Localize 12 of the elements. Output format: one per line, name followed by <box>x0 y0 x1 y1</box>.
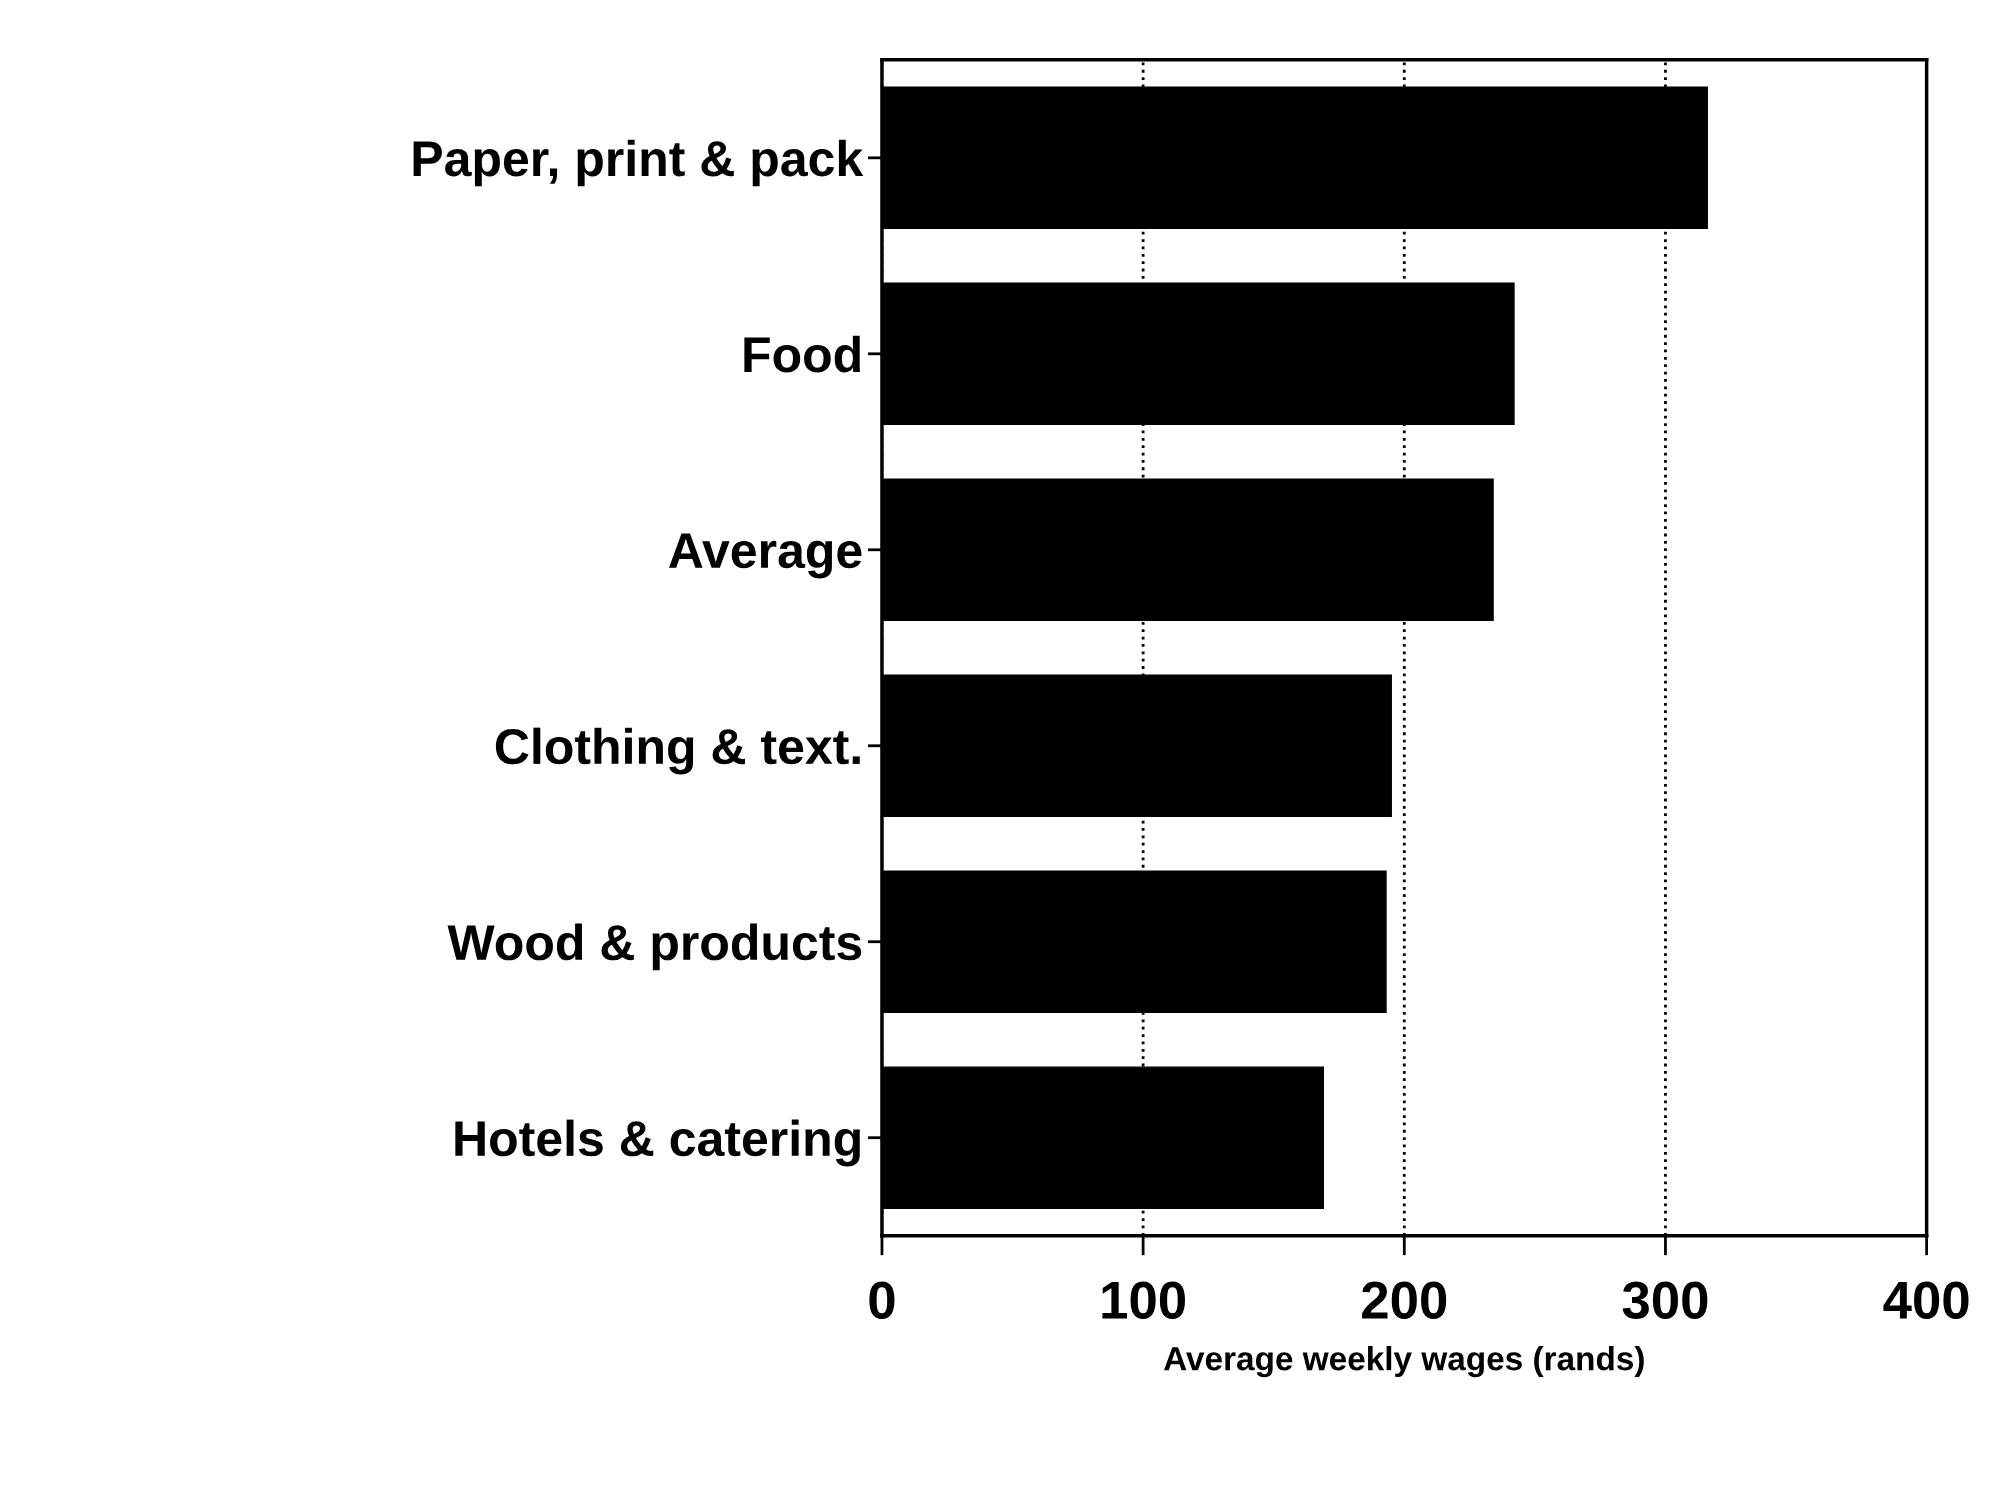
y-tick-label: Wood & products <box>447 923 862 971</box>
y-tick-label: Clothing & text. <box>495 727 860 775</box>
y-tick-label: Hotels & catering <box>455 1119 860 1167</box>
x-axis-title: Average weekly wages (rands) <box>1163 1346 1644 1378</box>
y-tick-label: Food <box>744 335 860 373</box>
x-tick-label: 300 <box>1622 1281 1708 1319</box>
y-tick-label: Average <box>668 533 862 579</box>
x-tick-label: 200 <box>1362 1281 1447 1319</box>
x-tick-label: 400 <box>1883 1281 1969 1319</box>
y-tick-label: Paper, print & pack <box>413 139 864 187</box>
x-tick-label: 0 <box>869 1281 895 1319</box>
x-tick-label: 100 <box>1102 1281 1185 1319</box>
